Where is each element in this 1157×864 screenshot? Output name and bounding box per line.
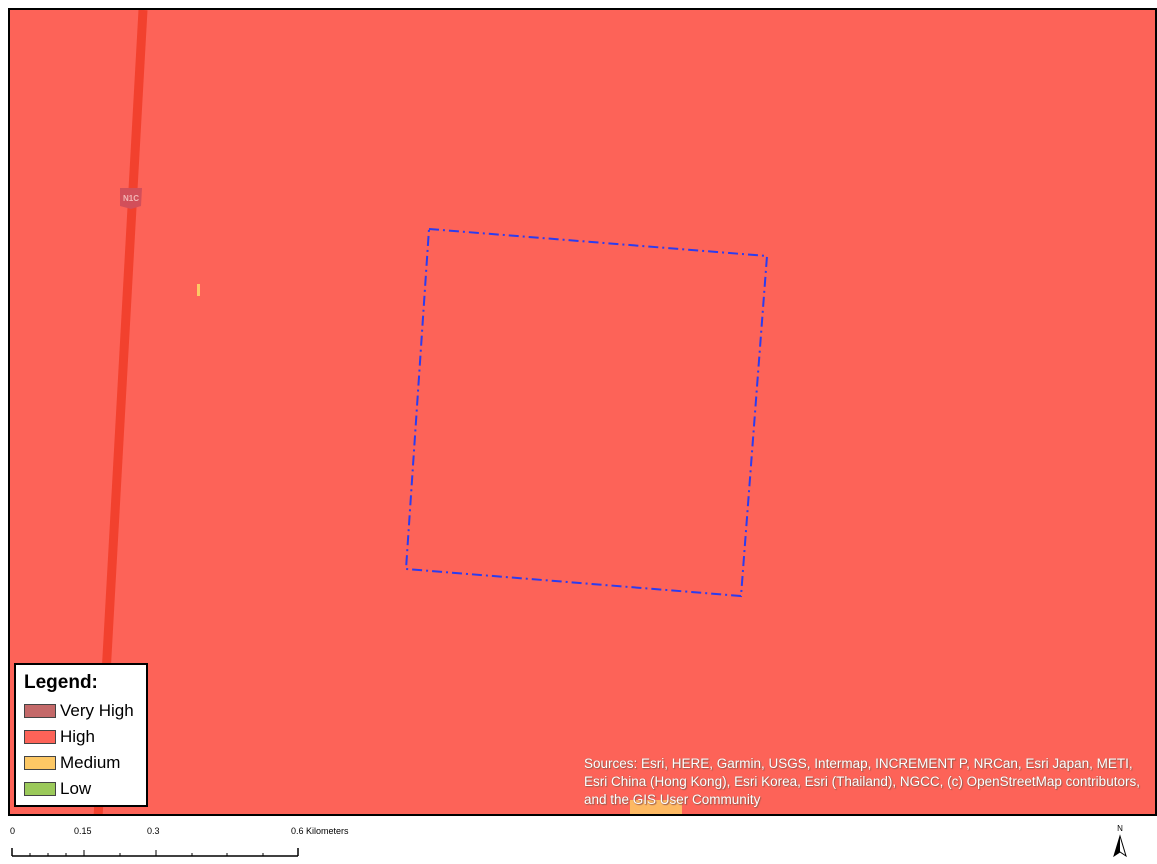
study-area-boundary[interactable]: [404, 227, 769, 598]
legend: Legend: Very High High Medium Low: [14, 663, 148, 807]
legend-label: Very High: [60, 701, 134, 720]
map-canvas[interactable]: N1C: [10, 10, 1157, 816]
scale-bar-graphic: [11, 848, 299, 857]
map-frame[interactable]: N1C: [8, 8, 1157, 816]
legend-swatch-high: [24, 730, 56, 744]
scale-label-0: 0: [10, 826, 16, 836]
legend-item-medium: Medium: [24, 750, 146, 776]
medium-risk-feature-bottom: [630, 800, 682, 814]
legend-label: Low: [60, 779, 92, 798]
legend-item-high: High: [24, 724, 146, 750]
legend-item-very-high: Very High: [24, 698, 146, 724]
north-arrow: N: [1110, 824, 1130, 860]
north-arrow-icon: [1113, 834, 1127, 858]
legend-title: Legend:: [24, 672, 98, 693]
legend-swatch-low: [24, 782, 56, 796]
legend-label: High: [60, 727, 95, 746]
legend-swatch-medium: [24, 756, 56, 770]
scale-bar: 0 0.15 0.3 0.6 Kilometers: [8, 826, 408, 860]
map-attribution: Sources: Esri, HERE, Garmin, USGS, Inter…: [584, 756, 1140, 807]
legend-label: Medium: [60, 753, 121, 772]
scale-label-0-3: 0.3: [147, 826, 160, 836]
scale-label-0-15: 0.15: [74, 826, 92, 836]
north-arrow-letter: N: [1117, 824, 1123, 833]
legend-swatch-very-high: [24, 704, 56, 718]
scale-label-0-6: 0.6 Kilometers: [291, 826, 349, 836]
medium-risk-feature: [197, 284, 200, 296]
road-shield-icon: N1C: [120, 188, 142, 209]
road-shield-label: N1C: [123, 194, 139, 203]
legend-item-low: Low: [24, 776, 146, 802]
